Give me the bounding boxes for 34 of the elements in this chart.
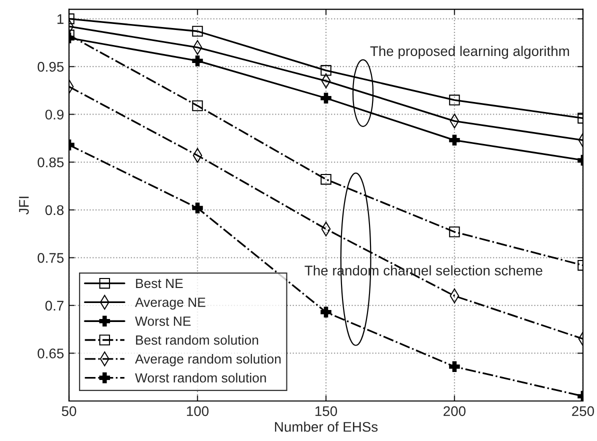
legend-label: Average random solution (135, 354, 281, 366)
x-tick-label: 50 (62, 406, 76, 416)
point (192, 100, 203, 112)
point (320, 174, 332, 185)
x-tick-label: 100 (186, 406, 209, 416)
legend-label: Worst NE (135, 316, 191, 326)
point (449, 361, 460, 372)
legend-label: Average NE (135, 298, 206, 310)
y-tick-label: 1 (57, 14, 64, 24)
point (449, 134, 460, 146)
point (192, 55, 203, 66)
annotation: The proposed learning algorithm (370, 46, 569, 59)
point (320, 92, 332, 104)
y-tick-label: 0.75 (38, 253, 64, 263)
point (192, 202, 203, 214)
y-tick-label: 0.65 (38, 348, 64, 358)
legend-label: Best random solution (136, 335, 258, 345)
legend-label: Worst random solution (135, 372, 266, 383)
point (449, 226, 460, 238)
y-tick-label: 0.7 (45, 300, 64, 311)
point (320, 65, 332, 76)
y-tick-label: 0.95 (38, 62, 64, 72)
x-tick-label: 200 (444, 406, 466, 416)
x-axis-title: Number of EHSs (275, 422, 378, 432)
point (192, 26, 203, 37)
y-tick-label: 0.9 (45, 110, 64, 120)
point (320, 306, 332, 318)
x-tick-label: 250 (572, 406, 594, 416)
y-axis-title: JFI (19, 196, 29, 215)
legend-label: Best NE (136, 278, 183, 288)
y-tick-label: 0.8 (45, 205, 64, 216)
x-tick-label: 150 (315, 406, 338, 416)
point (449, 94, 460, 106)
y-tick-label: 0.85 (38, 157, 64, 168)
